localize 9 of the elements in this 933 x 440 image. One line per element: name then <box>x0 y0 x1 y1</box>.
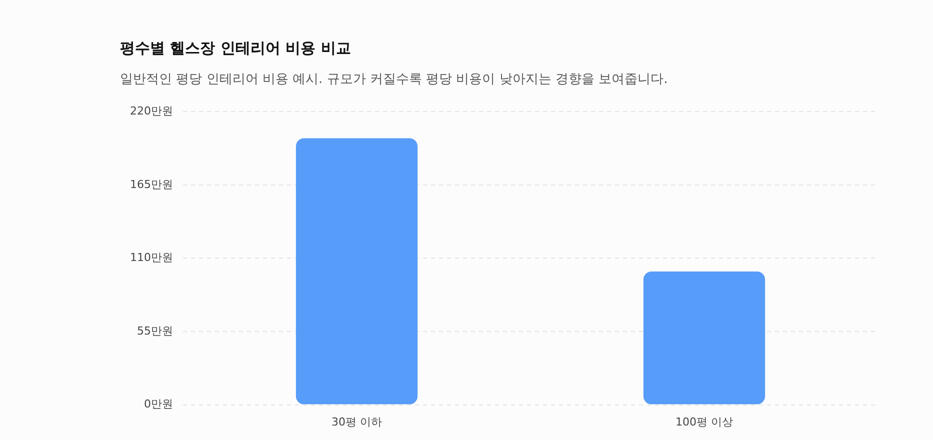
chart-subtitle: 일반적인 평당 인테리어 비용 예시. 규모가 커질수록 평당 비용이 낮아지는 경향을 보여줍니다. <box>120 72 668 88</box>
x-tick-label: 100평 이상 <box>676 415 733 428</box>
y-tick-label: 0만원 <box>144 398 173 411</box>
y-tick-label: 55만원 <box>136 324 173 338</box>
y-tick-label: 220만원 <box>130 104 173 118</box>
x-tick-label: 30평 이하 <box>331 415 382 428</box>
chart-title: 평수별 헬스장 인테리어 비용 비교 <box>120 38 351 57</box>
y-tick-label: 165만원 <box>130 178 173 191</box>
y-tick-label: 110만원 <box>130 251 173 264</box>
